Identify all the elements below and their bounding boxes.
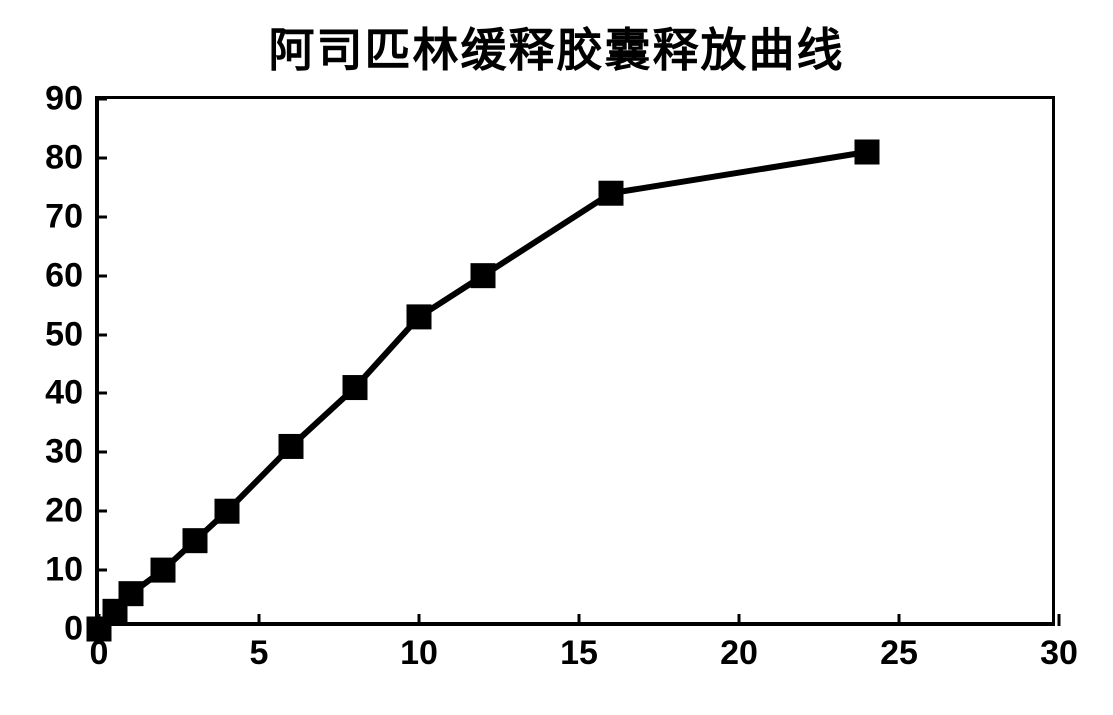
series-line [99,152,867,629]
y-tick-label: 20 [45,492,99,531]
y-tick-mark [95,274,107,277]
series-marker [215,499,239,523]
x-tick-mark [578,614,581,626]
series-marker [183,529,207,553]
y-tick-mark [95,98,107,101]
y-tick-label: 60 [45,256,99,295]
y-tick-label: 90 [45,80,99,119]
plot-area: 0102030405060708090051015202530 [95,96,1055,626]
chart-container: 阿司匹林缓释胶囊释放曲线 010203040506070809005101520… [0,0,1113,715]
x-tick-mark [98,614,101,626]
y-tick-mark [95,569,107,572]
x-tick-mark [1058,614,1061,626]
x-tick-mark [418,614,421,626]
x-tick-label: 30 [1040,622,1078,673]
x-tick-label: 15 [560,622,598,673]
y-tick-mark [95,215,107,218]
y-tick-mark [95,451,107,454]
x-tick-label: 10 [400,622,438,673]
chart-title: 阿司匹林缓释胶囊释放曲线 [0,14,1113,80]
x-tick-label: 5 [250,622,269,673]
y-tick-label: 80 [45,138,99,177]
x-tick-label: 25 [880,622,918,673]
series-marker [407,305,431,329]
x-tick-mark [738,614,741,626]
series-marker [119,582,143,606]
x-tick-mark [898,614,901,626]
y-tick-label: 30 [45,433,99,472]
series-marker [279,434,303,458]
x-tick-mark [258,614,261,626]
y-tick-label: 50 [45,315,99,354]
series-marker [599,181,623,205]
y-tick-mark [95,392,107,395]
series-marker [151,558,175,582]
series-marker [855,140,879,164]
y-tick-label: 70 [45,197,99,236]
y-tick-mark [95,333,107,336]
x-tick-label: 0 [90,622,109,673]
series-marker [343,376,367,400]
y-tick-label: 40 [45,374,99,413]
x-tick-label: 20 [720,622,758,673]
y-tick-mark [95,156,107,159]
series-svg [99,99,1052,622]
series-marker [471,264,495,288]
y-tick-mark [95,510,107,513]
y-tick-label: 10 [45,551,99,590]
